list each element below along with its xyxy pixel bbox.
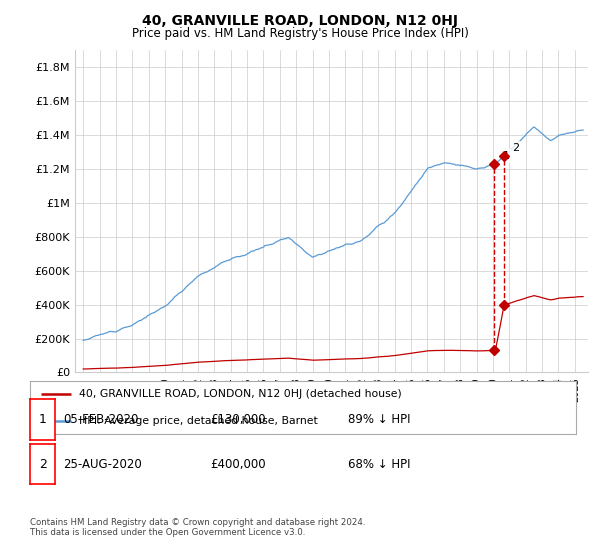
Text: 2: 2 — [512, 143, 519, 153]
Text: HPI: Average price, detached house, Barnet: HPI: Average price, detached house, Barn… — [79, 416, 318, 426]
Text: 2: 2 — [38, 458, 47, 471]
Text: Price paid vs. HM Land Registry's House Price Index (HPI): Price paid vs. HM Land Registry's House … — [131, 27, 469, 40]
Text: 05-FEB-2020: 05-FEB-2020 — [63, 413, 139, 426]
Text: £400,000: £400,000 — [210, 458, 266, 471]
Text: 40, GRANVILLE ROAD, LONDON, N12 0HJ (detached house): 40, GRANVILLE ROAD, LONDON, N12 0HJ (det… — [79, 389, 402, 399]
Text: £130,000: £130,000 — [210, 413, 266, 426]
Text: 1: 1 — [503, 151, 510, 161]
Text: 68% ↓ HPI: 68% ↓ HPI — [348, 458, 410, 471]
Text: 89% ↓ HPI: 89% ↓ HPI — [348, 413, 410, 426]
Text: Contains HM Land Registry data © Crown copyright and database right 2024.
This d: Contains HM Land Registry data © Crown c… — [30, 518, 365, 538]
Text: 40, GRANVILLE ROAD, LONDON, N12 0HJ: 40, GRANVILLE ROAD, LONDON, N12 0HJ — [142, 14, 458, 28]
Text: 1: 1 — [38, 413, 47, 426]
Text: 25-AUG-2020: 25-AUG-2020 — [63, 458, 142, 471]
